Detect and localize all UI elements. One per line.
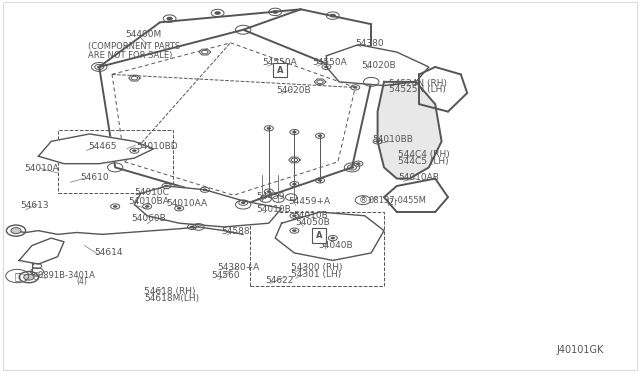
Text: 54622: 54622 [266,276,294,285]
Text: 54301 (LH): 54301 (LH) [291,270,342,279]
Circle shape [189,225,195,228]
Text: 54550A: 54550A [262,58,297,67]
Circle shape [317,179,323,182]
Text: 54060B: 54060B [131,214,166,223]
Text: A: A [316,231,322,240]
Circle shape [177,207,182,210]
Circle shape [214,11,221,15]
Circle shape [24,274,34,280]
Circle shape [11,228,21,234]
Circle shape [356,162,361,165]
Circle shape [330,14,336,17]
Text: 54050B: 54050B [296,218,330,227]
Text: ⓝ: ⓝ [14,271,20,281]
Text: 54588: 54588 [221,227,250,236]
Text: 54459: 54459 [256,192,285,201]
Circle shape [324,65,329,68]
Text: (2): (2) [387,198,397,207]
Text: J40101GK: J40101GK [557,345,604,355]
Text: 54613: 54613 [20,201,49,210]
Circle shape [132,150,137,152]
Circle shape [317,135,323,137]
Circle shape [164,185,169,187]
Text: 54010C: 54010C [134,188,169,197]
Circle shape [267,190,271,193]
Text: 54020B: 54020B [276,86,311,95]
Polygon shape [378,82,442,179]
Circle shape [292,229,297,232]
Circle shape [241,202,246,204]
Text: 54010BD: 54010BD [136,142,178,151]
Text: 54400M: 54400M [125,30,161,39]
Text: (COMPORNENT PARTS: (COMPORNENT PARTS [88,42,180,51]
Polygon shape [275,212,384,260]
Polygon shape [19,238,64,264]
Text: 54040B: 54040B [318,241,353,250]
Text: 54380: 54380 [355,39,384,48]
Text: 54010B: 54010B [293,211,328,220]
Text: 54010AB: 54010AB [398,173,439,182]
Text: 54524N (RH): 54524N (RH) [389,79,447,88]
Text: 08137-0455M: 08137-0455M [369,196,426,205]
Polygon shape [134,186,282,227]
Circle shape [375,140,380,143]
Circle shape [330,237,335,240]
Polygon shape [38,134,154,164]
Text: 54550A: 54550A [312,58,347,67]
Text: 54010A: 54010A [24,164,59,173]
Text: ®: ® [358,196,367,205]
Text: 54618M(LH): 54618M(LH) [144,294,199,303]
Text: ⓝ0891B-3401A: ⓝ0891B-3401A [33,270,95,279]
Circle shape [113,205,118,208]
Circle shape [145,205,150,208]
Circle shape [272,10,278,14]
Text: 54010B: 54010B [256,205,291,214]
Circle shape [292,214,297,217]
Bar [312,228,326,243]
Circle shape [292,131,297,134]
Text: 54525N (LH): 54525N (LH) [389,86,446,94]
Bar [250,212,384,286]
Text: 544C4 (RH): 544C4 (RH) [398,150,450,159]
Bar [273,63,287,77]
Text: 54560: 54560 [211,271,240,280]
Text: 54610: 54610 [80,173,109,182]
Circle shape [353,86,358,89]
Circle shape [202,189,207,191]
Circle shape [292,183,297,185]
Circle shape [267,127,271,130]
Text: 544C5 (LH): 544C5 (LH) [398,157,449,166]
Text: 54465: 54465 [88,142,117,151]
Text: 54010AA: 54010AA [166,199,207,208]
Text: 54300 (RH): 54300 (RH) [291,263,342,272]
Circle shape [280,69,284,72]
Text: ARE NOT FOR SALE): ARE NOT FOR SALE) [88,51,173,60]
Text: 54010BA: 54010BA [128,197,169,206]
Text: 54010BB: 54010BB [372,135,413,144]
Text: 54459+A: 54459+A [288,198,330,206]
Polygon shape [326,45,429,86]
Bar [58,130,173,193]
Text: (4): (4) [77,277,88,286]
Circle shape [349,166,355,169]
Circle shape [166,17,173,20]
Text: 54614: 54614 [95,248,124,257]
Text: A: A [277,66,284,75]
Circle shape [97,65,101,68]
Text: 54618 (RH): 54618 (RH) [144,287,195,296]
Text: 54020B: 54020B [362,61,396,70]
Text: 54380+A: 54380+A [218,263,260,272]
